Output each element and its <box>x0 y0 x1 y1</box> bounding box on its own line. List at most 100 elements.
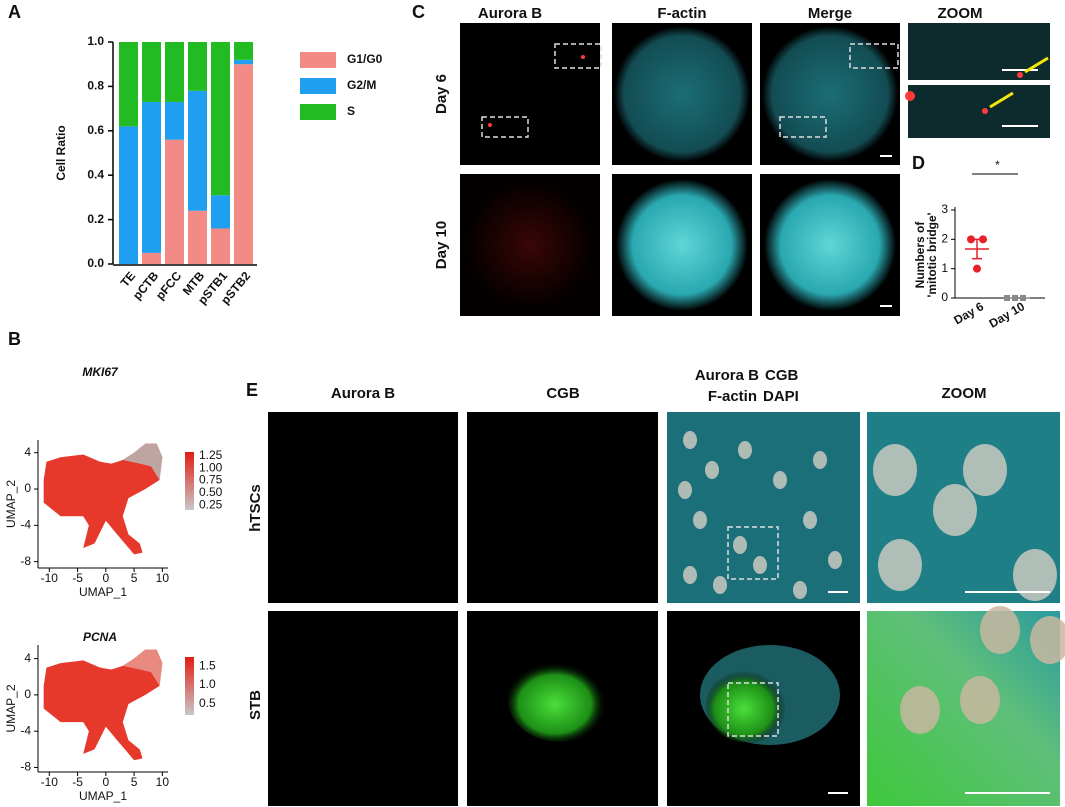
arrow <box>989 91 1014 109</box>
nucleus <box>683 431 697 449</box>
y-tick-label: 0 <box>24 687 31 701</box>
bar-segment <box>188 210 207 264</box>
nucleus <box>738 441 752 459</box>
nucleus <box>873 444 917 496</box>
legend-swatch <box>300 104 336 120</box>
colorbar-tick-label: 1.25 <box>199 448 223 462</box>
zoom-box <box>481 116 529 138</box>
image-content <box>468 183 592 307</box>
signal <box>581 55 585 59</box>
image-content <box>764 179 896 311</box>
colorbar-tick-label: 0.75 <box>199 473 223 487</box>
bar-segment <box>165 101 184 140</box>
x-tick-label: -10 <box>41 571 59 585</box>
merge-label: Aurora B <box>695 367 759 384</box>
x-axis-label: UMAP_1 <box>79 585 127 599</box>
cell-cloud-low <box>122 649 163 686</box>
nucleus <box>933 484 977 536</box>
x-tick-label: 0 <box>102 775 109 789</box>
x-tick-label: -5 <box>72 571 83 585</box>
y-tick-label: 0.4 <box>87 167 104 181</box>
legend-swatch <box>300 78 336 94</box>
panel-e-images <box>268 412 1065 806</box>
y-tick-label: 4 <box>24 445 31 459</box>
nucleus <box>713 576 727 594</box>
signal <box>1017 72 1023 78</box>
colorbar-tick-label: 0.50 <box>199 485 223 499</box>
y-tick-label: 3 <box>941 202 948 216</box>
image <box>460 23 600 165</box>
merge-label: F-actin <box>708 388 757 405</box>
zoom-box <box>849 43 899 69</box>
signal <box>905 91 915 101</box>
nucleus <box>828 551 842 569</box>
bar-segment <box>142 101 161 253</box>
zoom-box <box>779 116 827 138</box>
y-axis-label: 'mitotic bridge' <box>925 212 939 297</box>
nucleus <box>813 451 827 469</box>
panel-label: B <box>8 329 21 349</box>
bar-segment <box>142 42 161 102</box>
image <box>268 412 458 603</box>
nucleus <box>1030 616 1065 664</box>
bar-segment <box>165 139 184 264</box>
cell-cloud <box>43 649 163 761</box>
colorbar <box>185 452 194 510</box>
cell-cloud <box>43 443 163 555</box>
legend-label: G2/M <box>347 78 376 92</box>
x-tick-label: Day 10 <box>987 299 1028 331</box>
zoom-box <box>727 526 779 580</box>
colorbar-tick-label: 1.0 <box>199 677 216 691</box>
merge-label: DAPI <box>763 388 799 405</box>
legend-label: S <box>347 104 355 118</box>
nucleus <box>678 481 692 499</box>
y-axis-label: UMAP_2 <box>4 684 18 732</box>
column-header: ZOOM <box>942 385 987 402</box>
colorbar-tick-label: 1.00 <box>199 460 223 474</box>
data-point <box>973 264 981 273</box>
colorbar-tick-label: 0.25 <box>199 497 223 511</box>
y-tick-label: 1 <box>941 261 948 275</box>
gene-title: PCNA <box>83 630 117 644</box>
image-content <box>616 179 748 311</box>
nucleus <box>753 556 767 574</box>
bar-segment <box>165 42 184 102</box>
y-tick-label: 0.8 <box>87 79 104 93</box>
data-point <box>979 235 987 244</box>
column-header: Merge <box>808 5 852 22</box>
image-content <box>508 658 612 742</box>
colorbar-tick-label: 0.5 <box>199 696 216 710</box>
column-header: CGB <box>546 385 580 402</box>
x-tick-label: -10 <box>41 775 59 789</box>
x-tick-label: 10 <box>156 571 170 585</box>
nucleus <box>733 536 747 554</box>
arrow <box>1024 56 1049 74</box>
bar-segment <box>234 64 253 264</box>
y-tick-label: 0.0 <box>87 256 104 270</box>
y-tick-label: 0 <box>24 481 31 495</box>
x-tick-label: Day 6 <box>951 299 986 327</box>
bar-segment <box>188 42 207 91</box>
x-tick-label: -5 <box>72 775 83 789</box>
image <box>908 85 1050 138</box>
panel-label: E <box>246 380 258 400</box>
zoom-box <box>727 682 779 737</box>
colorbar <box>185 657 194 715</box>
nucleus <box>900 686 940 734</box>
bar-segment <box>234 59 253 65</box>
y-tick-label: 2 <box>941 232 948 246</box>
x-tick-label: 5 <box>131 775 138 789</box>
legend-label: G1/G0 <box>347 52 383 66</box>
nucleus <box>878 539 922 591</box>
y-axis-label: Numbers of <box>913 221 927 289</box>
cell-cloud-low <box>122 443 163 480</box>
bar-segment <box>188 90 207 211</box>
nucleus <box>683 566 697 584</box>
y-tick-label: -8 <box>20 554 31 568</box>
significance-label: * <box>995 158 1000 172</box>
y-tick-label: 4 <box>24 651 31 665</box>
x-tick-label: 5 <box>131 571 138 585</box>
bar-segment <box>211 195 230 229</box>
image <box>268 611 458 806</box>
